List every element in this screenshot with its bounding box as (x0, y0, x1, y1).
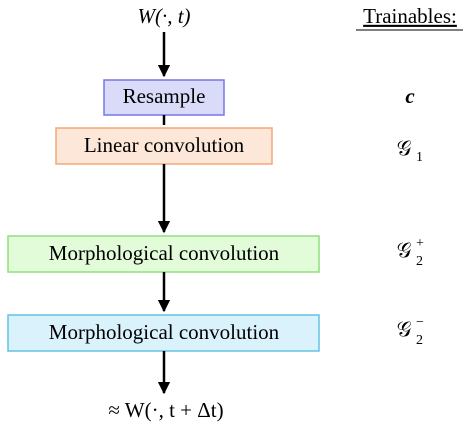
output-label: ≈ W(·, t + Δt) (108, 398, 223, 422)
trainable-symbol: c (405, 84, 415, 108)
node-label: Linear convolution (84, 133, 245, 157)
trainable-subscript: 2 (416, 254, 423, 269)
trainable-symbol: 𝒢 (397, 136, 412, 160)
input-label: W(·, t) (137, 4, 190, 28)
node-box (7, 314, 320, 352)
trainable-superscript: − (416, 315, 424, 330)
trainables-header: Trainables: (363, 4, 457, 28)
trainable-subscript: 2 (416, 333, 423, 348)
node-label: Morphological convolution (49, 320, 280, 344)
node-label: Resample (123, 84, 206, 108)
trainable-symbol: 𝒢 (397, 317, 412, 341)
trainable-symbol: 𝒢 (397, 238, 412, 262)
node-box (7, 235, 320, 273)
node-label: Morphological convolution (49, 241, 280, 265)
trainable-superscript: + (416, 236, 424, 251)
node-box (55, 127, 273, 165)
trainable-subscript: 1 (416, 150, 423, 165)
